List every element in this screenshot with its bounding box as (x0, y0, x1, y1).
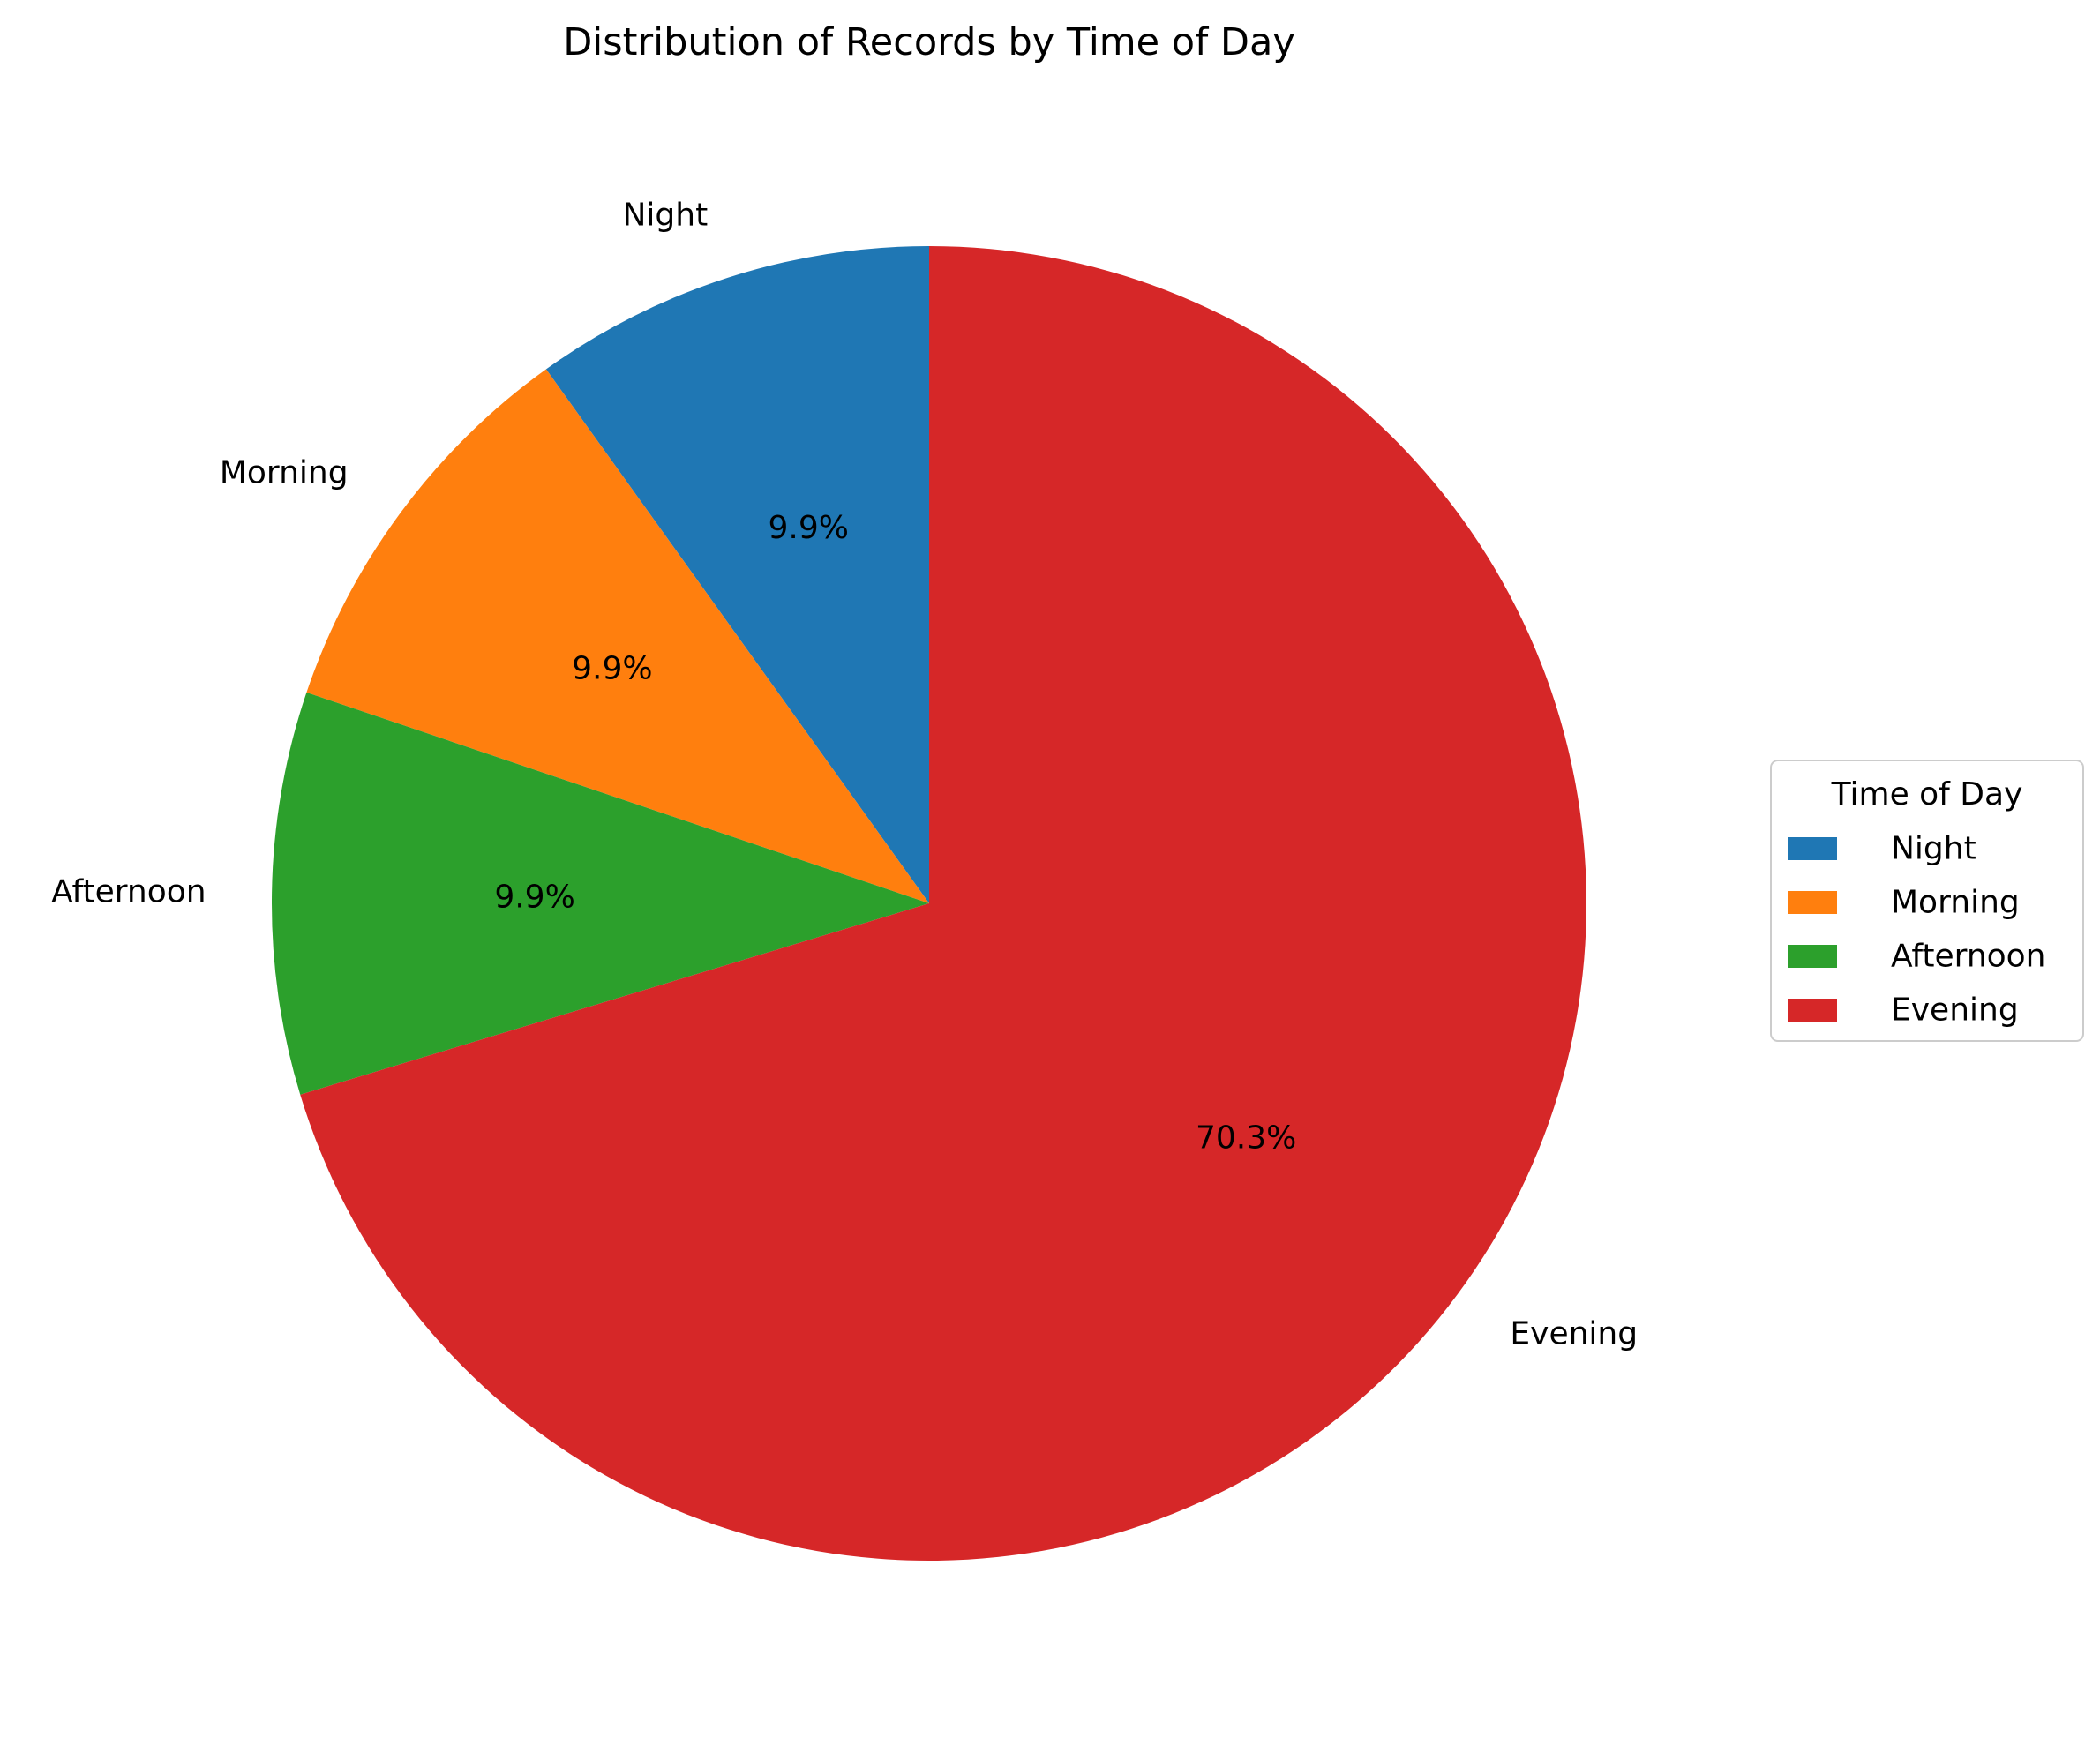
legend-swatch-evening (1788, 999, 1837, 1022)
pie-slice-afternoon (272, 692, 930, 1095)
pie-slices (272, 246, 1586, 1562)
slice-label-evening: Evening (1510, 1315, 1638, 1352)
legend: Time of Day Night Morning Afternoon Evening (1770, 760, 2084, 1042)
legend-title: Time of Day (1831, 776, 2023, 813)
legend-frame (1770, 760, 2084, 1042)
legend-entries: Night Morning Afternoon Evening (1788, 831, 2046, 1029)
legend-swatch-night (1788, 837, 1837, 860)
slice-label-night: Night (622, 197, 708, 233)
legend-label-morning: Morning (1891, 885, 2020, 921)
legend-label-evening: Evening (1891, 992, 2019, 1029)
slice-percent-night: 9.9% (768, 510, 848, 546)
slice-label-morning: Morning (220, 455, 349, 491)
pie-slice-evening (300, 246, 1586, 1562)
slice-percent-evening: 70.3% (1196, 1120, 1296, 1157)
legend-swatch-afternoon (1788, 945, 1837, 968)
slice-percent-labels: 9.9% 9.9% 9.9% 70.3% (494, 510, 1296, 1157)
slice-percent-morning: 9.9% (572, 650, 652, 686)
chart-title: Distribution of Records by Time of Day (563, 20, 1295, 64)
pie-slice-night (545, 246, 929, 903)
slice-labels: Night Morning Afternoon Evening (51, 197, 1638, 1352)
slice-percent-afternoon: 9.9% (494, 879, 574, 915)
legend-swatch-morning (1788, 891, 1837, 914)
pie-slice-morning (306, 369, 930, 903)
slice-label-afternoon: Afternoon (51, 874, 206, 910)
legend-label-night: Night (1891, 831, 1976, 867)
legend-label-afternoon: Afternoon (1891, 939, 2046, 975)
